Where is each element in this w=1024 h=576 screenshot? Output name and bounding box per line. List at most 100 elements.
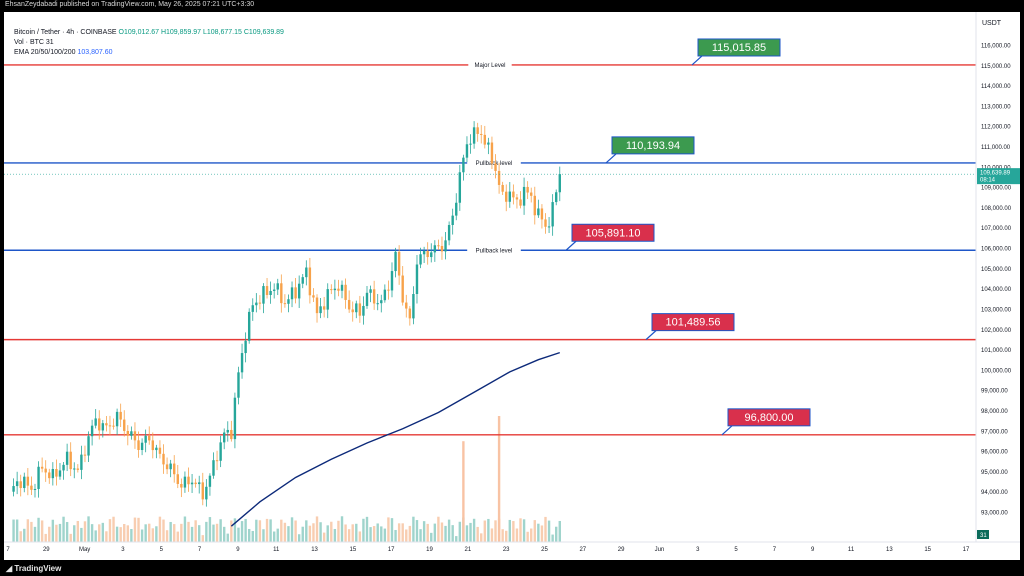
x-tick-label: 25 — [541, 547, 548, 553]
candle-body — [219, 442, 222, 461]
volume-bar — [512, 521, 515, 542]
candle-body — [512, 191, 515, 198]
volume-bar — [255, 519, 258, 542]
volume-bar — [87, 516, 90, 542]
volume-bar — [173, 524, 176, 542]
candle-body — [80, 454, 83, 470]
volume-bar — [369, 527, 372, 542]
candle-body — [123, 419, 126, 431]
volume-bar — [412, 516, 415, 542]
candle-body — [290, 287, 294, 300]
level-callout-line — [605, 153, 617, 164]
candle-body — [358, 303, 362, 316]
candle-body — [494, 163, 497, 171]
volume-bar — [322, 532, 326, 542]
currency-label: USDT — [982, 20, 1002, 27]
volume-bar — [176, 531, 179, 542]
volume-bar — [233, 518, 237, 542]
candle-body — [198, 482, 201, 485]
candle-body — [55, 468, 58, 477]
volume-bar — [358, 531, 362, 542]
candle-body — [65, 451, 69, 465]
price-chart[interactable]: Major Level 115,015.85 Pullback level 110,1… — [4, 12, 1020, 560]
volume-bar — [155, 526, 158, 542]
candle-body — [194, 482, 197, 485]
ema-value: 103,807.60 — [77, 49, 113, 56]
volume-bar — [98, 524, 101, 542]
volume-bar — [201, 535, 204, 542]
candle-body — [226, 429, 229, 433]
volume-indicator[interactable]: Vol · BTC 31 — [14, 39, 54, 46]
volume-bar — [223, 526, 226, 542]
volume-bar — [133, 517, 137, 542]
volume-bar — [44, 533, 47, 542]
candle-body — [12, 486, 15, 492]
symbol-title[interactable]: Bitcoin / Tether · 4h · COINBASE — [14, 29, 117, 36]
candle-body — [530, 192, 533, 196]
candle-body — [480, 133, 483, 135]
candle-body — [69, 451, 72, 470]
level-name: Pullback level — [476, 248, 513, 254]
level-price-box[interactable] — [727, 408, 811, 427]
candle-body — [262, 286, 265, 304]
volume-bar — [237, 527, 240, 542]
last-price-value: 109,639.89 — [980, 171, 1011, 177]
level-price-box[interactable] — [611, 136, 695, 155]
y-tick-label: 106,000.00 — [981, 247, 1012, 253]
volume-bar — [280, 519, 283, 542]
y-tick-label: 102,000.00 — [981, 328, 1012, 334]
candle-body — [133, 431, 137, 441]
candle-body — [376, 303, 379, 305]
volume-bar — [65, 522, 69, 542]
level-price-box[interactable] — [697, 38, 781, 57]
chart-frame[interactable]: Major Level 115,015.85 Pullback level 110,1… — [4, 12, 1020, 560]
ema-line — [230, 351, 561, 527]
candle-body — [183, 476, 187, 488]
volume-bar — [365, 516, 369, 542]
volume-bar — [265, 518, 269, 542]
last-price-badge[interactable] — [977, 168, 1020, 185]
candle-body — [462, 157, 465, 173]
volume-bar — [301, 526, 304, 542]
candle-body — [108, 425, 112, 427]
candle-body — [105, 423, 108, 426]
candle-body — [83, 454, 87, 456]
candle-body — [94, 418, 97, 426]
candle-body — [73, 468, 76, 470]
volume-bar — [165, 530, 169, 542]
volume-bar — [551, 534, 554, 542]
x-tick-label: 3 — [696, 547, 700, 553]
level-price-box[interactable] — [571, 223, 655, 242]
volume-bar — [123, 524, 126, 542]
candle-body — [148, 435, 151, 441]
volume-bar — [58, 523, 62, 542]
volume-bar — [108, 519, 112, 542]
volume-bar — [137, 517, 140, 542]
volume-bar — [433, 523, 437, 542]
candle-body — [23, 476, 26, 489]
candle-body — [422, 250, 426, 255]
volume-bar — [140, 529, 144, 542]
volume-bar — [355, 523, 358, 542]
volume-bar — [226, 533, 229, 542]
volume-bar — [262, 529, 265, 542]
level-name-bg — [467, 246, 521, 255]
candle-body — [180, 483, 183, 488]
volume-bar — [319, 522, 322, 542]
candle-body — [444, 240, 447, 252]
volume-bar — [305, 520, 308, 542]
level-price-box[interactable] — [651, 313, 735, 332]
candle-body — [130, 431, 133, 436]
volume-bar — [230, 520, 233, 542]
y-tick-label: 115,000.00 — [981, 64, 1011, 70]
candle-body — [112, 425, 115, 427]
x-tick-label: May — [79, 547, 90, 553]
candle-body — [15, 481, 19, 487]
price-axis: USDT 93,000.00 94,000.00 95,000.00 96,000.00… — [4, 12, 1020, 542]
candle-body — [555, 192, 558, 203]
candle-body — [165, 464, 169, 470]
ema-indicator[interactable]: EMA 20/50/100/200 — [14, 49, 76, 56]
x-tick-label: 9 — [811, 547, 815, 553]
candle-body — [230, 429, 233, 440]
y-tick-label: 96,000.00 — [981, 450, 1008, 456]
